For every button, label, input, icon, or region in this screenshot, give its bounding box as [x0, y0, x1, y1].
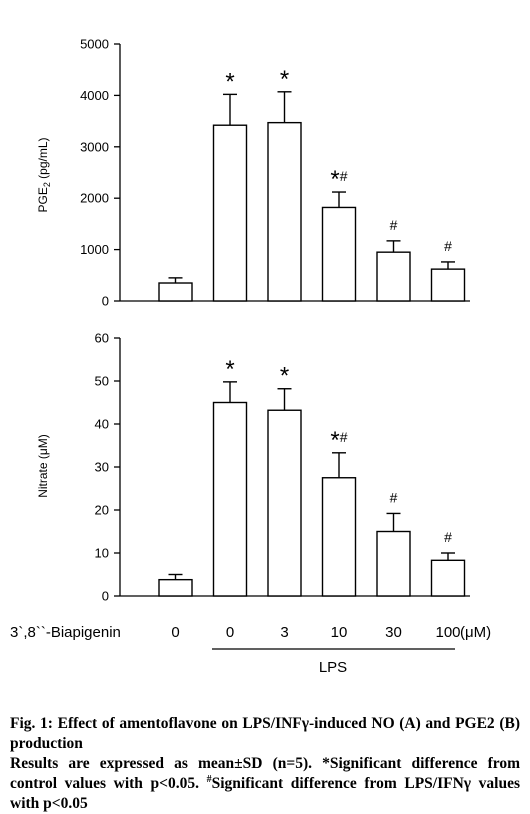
caption-body: Results are expressed as mean±SD (n=5). … — [10, 754, 520, 814]
x-category-labels: 0 0 3 10 30 100 — [171, 624, 460, 641]
x-category-label: 0 — [171, 624, 179, 641]
pge2-chart-panel: 0 1000 2000 3000 4000 5000 * * *# # # — [80, 37, 470, 309]
nitrate-y-tick-label: 0 — [102, 589, 109, 604]
nitrate-y-tick-label: 20 — [95, 503, 109, 518]
nitrate-y-axis-label: Nitrate (μM) — [36, 434, 50, 498]
x-category-label: 100 — [435, 624, 460, 641]
nitrate-bar — [430, 559, 466, 597]
pge2-bar — [321, 206, 357, 302]
nitrate-y-tick-label: 50 — [95, 374, 109, 389]
nitrate-y-tick-label: 30 — [95, 460, 109, 475]
nitrate-chart-panel: 0 10 20 30 40 50 60 * * *# # # — [95, 331, 470, 604]
pge2-y-tick-label: 5000 — [80, 37, 109, 52]
pge2-bar — [376, 251, 411, 302]
nitrate-significance-mark: * — [225, 356, 234, 383]
pge2-y-tick-label: 4000 — [80, 88, 109, 103]
pge2-bar — [212, 124, 248, 302]
x-category-label: 3 — [280, 624, 288, 641]
pge2-y-tick-label: 2000 — [80, 191, 109, 206]
nitrate-significance-mark: *# — [330, 427, 347, 454]
pge2-significance-mark: * — [280, 66, 289, 93]
nitrate-significance-mark: # — [390, 489, 398, 505]
pge2-significance-mark: # — [444, 238, 452, 254]
nitrate-bar — [321, 477, 357, 597]
nitrate-bar — [267, 409, 302, 597]
lps-group-label: LPS — [319, 659, 347, 676]
nitrate-y-tick-label: 60 — [95, 331, 109, 346]
concentration-unit-label: (μM) — [460, 624, 491, 641]
pge2-y-tick-label: 3000 — [80, 139, 109, 154]
caption-title: Fig. 1: Effect of amentoflavone on LPS/I… — [10, 715, 520, 752]
nitrate-y-tick-label: 10 — [95, 546, 109, 561]
figure-caption: Fig. 1: Effect of amentoflavone on LPS/I… — [10, 714, 520, 814]
nitrate-significance-mark: # — [444, 529, 452, 545]
nitrate-bar — [376, 530, 411, 597]
nitrate-bar — [212, 401, 248, 597]
pge2-significance-mark: * — [225, 68, 234, 95]
pge2-y-tick-label: 1000 — [80, 242, 109, 257]
pge2-y-axis-label: PGE2 (pg/mL) — [36, 137, 52, 212]
pge2-bar — [267, 121, 302, 302]
x-category-label: 10 — [331, 624, 348, 641]
caption-hash-mark: # — [206, 773, 212, 785]
pge2-bar — [158, 282, 193, 302]
x-category-label: 30 — [385, 624, 402, 641]
pge2-y-tick-label: 0 — [102, 294, 109, 309]
x-category-label: 0 — [226, 624, 234, 641]
caption-body-start: Results are expressed as mean±SD (n=5). … — [10, 755, 520, 792]
compound-label: 3`,8``-Biapigenin — [10, 624, 121, 641]
nitrate-bar — [158, 578, 193, 597]
nitrate-significance-mark: * — [280, 363, 289, 390]
pge2-bar — [430, 268, 466, 302]
pge2-significance-mark: *# — [330, 166, 347, 193]
nitrate-y-tick-label: 40 — [95, 417, 109, 432]
pge2-significance-mark: # — [390, 217, 398, 233]
